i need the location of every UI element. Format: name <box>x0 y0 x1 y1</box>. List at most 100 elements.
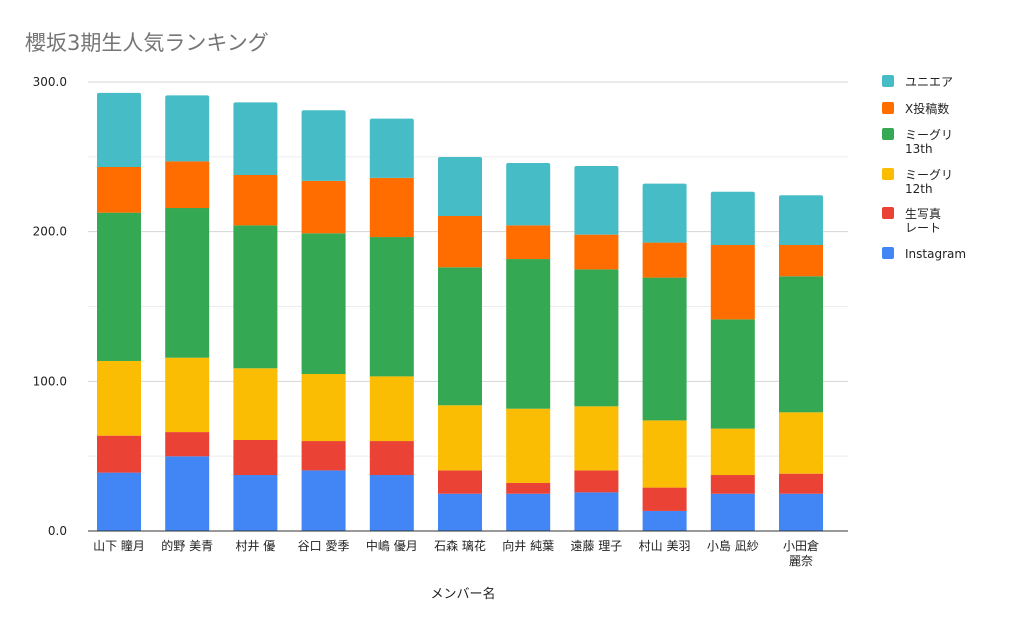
y-tick-label: 300.0 <box>33 75 67 89</box>
legend-swatch <box>882 102 894 114</box>
bar-segment <box>710 493 755 531</box>
bar-segment <box>779 412 823 474</box>
bar-segment <box>165 456 210 531</box>
bar-segment <box>97 167 141 213</box>
bar-segment <box>642 420 687 488</box>
legend-item[interactable]: Instagram <box>882 247 966 261</box>
y-axis-ticks: 0.0 100.0 200.0 300.0 <box>33 75 67 538</box>
legend-swatch <box>882 128 894 140</box>
bar-segment <box>369 177 414 238</box>
bars <box>97 92 823 531</box>
x-tick-label: 向井 純葉 <box>502 538 554 553</box>
bar-segment <box>438 267 482 406</box>
bar-segment <box>506 482 551 494</box>
bar-segment <box>369 376 414 442</box>
x-tick-label: 小田倉麗奈 <box>783 538 819 568</box>
bar-segment <box>301 470 346 531</box>
bar-segment <box>233 225 278 369</box>
bar-segment <box>779 276 823 413</box>
bar-segment <box>97 435 141 473</box>
x-tick-label: 谷口 愛季 <box>298 539 350 553</box>
x-tick-label: 村山 美羽 <box>639 539 691 553</box>
x-tick-label: 遠藤 理子 <box>570 539 622 553</box>
bar-segment <box>233 440 278 476</box>
bar-segment <box>301 373 346 442</box>
bar-segment <box>710 191 755 245</box>
bar-segment <box>574 470 619 493</box>
x-tick-label: 山下 瞳月 <box>93 538 145 553</box>
bar-segment <box>165 432 210 457</box>
bar-segment <box>506 408 551 483</box>
x-axis-ticks: 山下 瞳月 的野 美青 村井 優 谷口 愛季 中嶋 優月 石森 璃花 向井 純葉 遠藤 理子 村… <box>93 538 819 568</box>
legend-item[interactable]: ユニエア <box>882 75 953 89</box>
legend-item[interactable]: 生写真レート <box>882 207 941 235</box>
bar-segment <box>97 472 141 531</box>
bar-segment <box>642 242 687 278</box>
y-tick-label: 200.0 <box>33 225 67 239</box>
bar-segment <box>438 470 482 494</box>
bar-segment <box>779 473 823 494</box>
bar-segment <box>779 244 823 277</box>
bar-stack <box>165 95 210 531</box>
x-tick-label: 石森 璃花 <box>434 538 486 553</box>
legend-label: 生写真レート <box>905 207 941 235</box>
bar-stack <box>438 156 482 531</box>
bar-stack <box>710 191 755 531</box>
legend-item[interactable]: X投稿数 <box>882 101 949 116</box>
bar-stack <box>369 118 414 531</box>
legend-item[interactable]: ミーグリ 13th <box>882 128 953 156</box>
legend-label: ミーグリ 13th <box>905 128 953 156</box>
bar-segment <box>369 118 414 178</box>
bar-segment <box>506 259 551 409</box>
bar-segment <box>710 475 755 494</box>
bar-segment <box>97 360 141 436</box>
bar-segment <box>438 493 482 531</box>
bar-segment <box>301 233 346 374</box>
bar-segment <box>779 195 823 245</box>
bar-segment <box>233 102 278 175</box>
bar-stack <box>301 110 346 531</box>
bar-segment <box>710 319 755 429</box>
bar-segment <box>779 493 823 531</box>
bar-segment <box>97 92 141 168</box>
bar-segment <box>301 110 346 181</box>
bar-segment <box>233 475 278 531</box>
bar-segment <box>233 174 278 226</box>
legend-label: ユニエア <box>905 75 953 89</box>
bar-stack <box>642 183 687 531</box>
bar-segment <box>642 277 687 421</box>
bar-stack <box>97 92 141 531</box>
bar-segment <box>301 441 346 471</box>
bar-segment <box>233 368 278 441</box>
legend-swatch <box>882 247 894 259</box>
x-tick-label: 中嶋 優月 <box>366 538 418 553</box>
bar-segment <box>301 180 346 234</box>
bar-segment <box>369 237 414 377</box>
bar-segment <box>642 183 687 243</box>
bar-segment <box>165 95 210 162</box>
legend-item[interactable]: ミーグリ 12th <box>882 168 953 196</box>
bar-stack <box>574 165 619 531</box>
x-tick-label: 的野 美青 <box>161 538 213 553</box>
bar-segment <box>165 357 210 433</box>
bar-stack <box>506 162 551 531</box>
bar-segment <box>642 487 687 511</box>
bar-stack <box>779 195 823 531</box>
bar-segment <box>506 162 551 226</box>
y-tick-label: 100.0 <box>33 374 67 388</box>
bar-segment <box>710 428 755 476</box>
bar-segment <box>369 441 414 476</box>
x-tick-label: 村井 優 <box>235 539 275 553</box>
legend-swatch <box>882 75 894 87</box>
bar-segment <box>165 208 210 358</box>
y-tick-label: 0.0 <box>48 524 67 538</box>
bar-segment <box>710 244 755 320</box>
bar-stack <box>233 102 278 531</box>
legend-label: X投稿数 <box>905 101 949 116</box>
legend-label: Instagram <box>905 247 966 261</box>
x-tick-label: 小島 凪紗 <box>707 538 759 553</box>
bar-segment <box>574 492 619 531</box>
bar-segment <box>642 510 687 531</box>
